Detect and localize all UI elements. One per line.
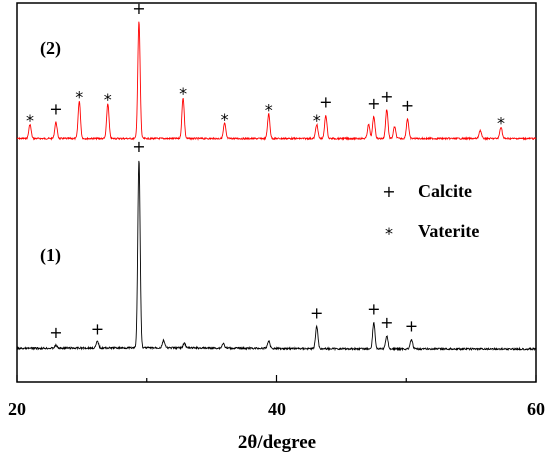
vaterite-marker: * <box>179 84 187 103</box>
legend-symbol-vaterite: * <box>385 224 393 243</box>
peak-markers: *+* *+** **+ + + +*+ +++ ++ + <box>26 0 505 342</box>
vaterite-marker: * <box>75 88 83 107</box>
legend: + Calcite * Vaterite <box>382 181 479 243</box>
calcite-marker: + <box>91 319 104 338</box>
vaterite-marker: * <box>313 111 321 130</box>
calcite-marker: + <box>132 137 145 156</box>
calcite-marker: + <box>405 317 418 336</box>
calcite-marker: + <box>319 93 332 112</box>
x-tick-labels: 20 40 60 <box>8 399 545 419</box>
calcite-marker: + <box>132 0 145 18</box>
calcite-marker: + <box>49 100 62 119</box>
calcite-marker: + <box>380 87 393 106</box>
series-label-1: (1) <box>40 245 61 266</box>
plot-frame <box>16 2 537 383</box>
vaterite-marker: * <box>221 110 229 129</box>
calcite-marker: + <box>380 313 393 332</box>
legend-label-calcite: Calcite <box>418 181 472 201</box>
calcite-marker: + <box>401 96 414 115</box>
plot-traces <box>16 21 537 352</box>
series-line <box>16 160 537 352</box>
vaterite-marker: * <box>497 113 505 132</box>
x-tick-label: 60 <box>527 399 545 419</box>
calcite-marker: + <box>49 323 62 342</box>
calcite-marker: + <box>367 94 380 113</box>
x-axis-title: 2θ/degree <box>238 432 316 453</box>
x-tick-label: 20 <box>8 399 26 419</box>
vaterite-marker: * <box>26 111 34 130</box>
legend-label-vaterite: Vaterite <box>418 221 479 241</box>
x-tick-label: 40 <box>268 399 286 419</box>
vaterite-marker: * <box>104 90 112 109</box>
calcite-marker: + <box>367 300 380 319</box>
series-line <box>16 21 537 141</box>
series-label-2: (2) <box>40 38 61 59</box>
legend-symbol-calcite: + <box>382 182 395 201</box>
vaterite-marker: * <box>265 100 273 119</box>
calcite-marker: + <box>310 303 323 322</box>
